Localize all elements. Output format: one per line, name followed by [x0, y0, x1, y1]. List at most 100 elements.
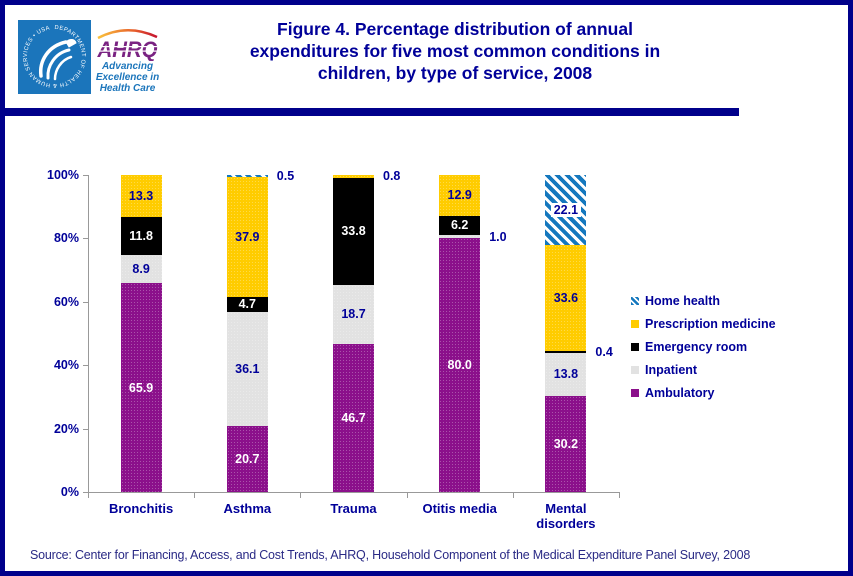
legend-swatch: [631, 296, 639, 305]
value-label: 33.8: [341, 224, 366, 239]
category-label-mental-disorders: Mental disorders: [536, 501, 596, 531]
category-label-bronchitis: Bronchitis: [108, 501, 174, 516]
y-axis-tick: [83, 365, 88, 367]
value-label: 4.7: [238, 297, 256, 312]
x-axis-tick: [619, 492, 620, 498]
bar-segment-prescription-medicine: [226, 176, 268, 298]
bar-segment-home-health: [226, 175, 268, 177]
category-label-otitis-media: Otitis media: [422, 501, 497, 516]
figure-title-line: expenditures for five most common condit…: [249, 41, 661, 61]
value-label: 8.9: [132, 261, 150, 276]
y-axis-tick: [83, 492, 88, 493]
x-axis-tick: [300, 492, 302, 498]
chart-legend: Home health Prescription medicine Emergenc…: [631, 289, 776, 404]
eagle-icon: [39, 39, 77, 81]
legend-swatch: [631, 388, 639, 397]
bar-segment-emergency-room: [439, 215, 481, 236]
y-axis-tick: [83, 238, 88, 240]
x-axis-tick: [194, 492, 196, 498]
legend-label: Home health: [645, 293, 721, 308]
y-axis-tick: [83, 301, 88, 303]
value-label: 33.6: [553, 290, 579, 305]
value-label: 20.7: [235, 452, 260, 467]
chart-area: 0% 20% 40% 60% 80% 100% 65.9 8.9 11.8 13.3 Bronchi…: [5, 5, 848, 571]
value-label: 46.7: [341, 410, 366, 425]
value-label: 6.2: [450, 218, 469, 233]
tagline-line: Advancing: [101, 61, 154, 72]
legend-item-emergency-room: Emergency room: [631, 335, 776, 358]
legend-swatch: [631, 342, 639, 351]
bar-segment-prescription-medicine: [120, 175, 162, 218]
bar-segment-inpatient: [545, 352, 587, 397]
value-label: 12.9: [447, 188, 472, 203]
letter-stripe: [98, 46, 157, 48]
y-axis-label: 0%: [60, 485, 79, 499]
tagline-line: Excellence in: [95, 72, 160, 83]
figure-title-line: children, by type of service, 2008: [317, 63, 593, 83]
legend-label: Inpatient: [645, 362, 698, 377]
value-label-outside: 0.8: [383, 169, 401, 184]
y-axis-tick: [83, 175, 88, 176]
value-label-outside: 1.0: [489, 229, 507, 244]
y-axis-label: 100%: [47, 168, 79, 182]
bar-segment-prescription-medicine: [439, 174, 481, 216]
value-label: 13.8: [553, 367, 579, 382]
letter-stripe: [98, 50, 157, 52]
value-label-outside: 0.5: [276, 169, 295, 184]
x-axis: [88, 492, 620, 493]
bar-segment-inpatient: [120, 254, 162, 284]
figure-title-line: Figure 4. Percentage distribution of ann…: [277, 19, 633, 39]
bar-segment-emergency-room: [545, 351, 587, 353]
x-axis-tick: [406, 492, 408, 498]
legend-item-prescription-medicine: Prescription medicine: [631, 312, 776, 335]
hhs-eagle-seal: DEPARTMENT OF HEALTH & HUMAN SERVICES • …: [23, 25, 86, 88]
value-label: 30.2: [553, 437, 579, 452]
bar-segment-ambulatory: [333, 343, 374, 492]
bar-segment-ambulatory: [226, 426, 268, 492]
bar-segment-prescription-medicine: [545, 244, 587, 352]
bar-segment-emergency-room: [226, 297, 268, 312]
figure-title: Figure 4. Percentage distribution of ann…: [165, 18, 745, 84]
y-axis-tick: [83, 428, 88, 430]
bar-segment-inpatient: [333, 284, 374, 344]
bar-segment-ambulatory: [545, 396, 587, 492]
value-label-patch: 22.1: [550, 202, 582, 217]
value-label-outside: 0.4: [595, 344, 613, 359]
x-axis-tick: [512, 492, 514, 498]
bar-segment-ambulatory: [120, 283, 162, 492]
y-axis-label: 20%: [53, 421, 79, 436]
bar-segment-inpatient: [439, 235, 481, 239]
bar-segment-emergency-room: [120, 217, 162, 255]
bar-segment-ambulatory: [439, 238, 481, 492]
hhs-logo: DEPARTMENT OF HEALTH & HUMAN SERVICES • …: [18, 20, 91, 94]
legend-item-home-health: Home health: [631, 289, 776, 312]
y-axis-label: 60%: [53, 294, 79, 309]
x-axis-tick: [88, 492, 89, 498]
y-axis-label: 40%: [53, 358, 79, 373]
value-label: 11.8: [129, 229, 153, 244]
value-label: 65.9: [128, 380, 154, 395]
arc-swoosh: [97, 29, 158, 40]
bar-segment-prescription-medicine: [333, 175, 374, 178]
category-label-trauma: Trauma: [330, 501, 377, 516]
legend-label: Emergency room: [645, 339, 748, 354]
ahrq-tagline: Advancing Excellence in Health Care: [96, 61, 159, 94]
value-label: 22.1: [545, 202, 586, 218]
value-label: 18.7: [341, 307, 366, 322]
ahrq-hhs-logo: DEPARTMENT OF HEALTH & HUMAN SERVICES • …: [18, 20, 164, 94]
source-note: Source: Center for Financing, Access, an…: [30, 548, 751, 562]
value-label: 13.3: [128, 189, 154, 204]
legend-item-inpatient: Inpatient: [631, 358, 776, 381]
value-label: 37.9: [235, 229, 260, 244]
ahrq-wordmark: AHRQ: [97, 29, 158, 61]
y-axis-label: 80%: [53, 231, 79, 246]
legend-label: Prescription medicine: [645, 316, 776, 331]
ahrq-logo: AHRQ Advancing Excellence in Health Care: [91, 20, 164, 94]
value-label: 80.0: [447, 358, 472, 373]
y-axis: [88, 175, 89, 492]
legend-swatch: [631, 319, 639, 328]
category-label-asthma: Asthma: [223, 501, 272, 516]
tagline-line: Health Care: [99, 83, 156, 94]
bar-segment-inpatient: [226, 311, 268, 427]
